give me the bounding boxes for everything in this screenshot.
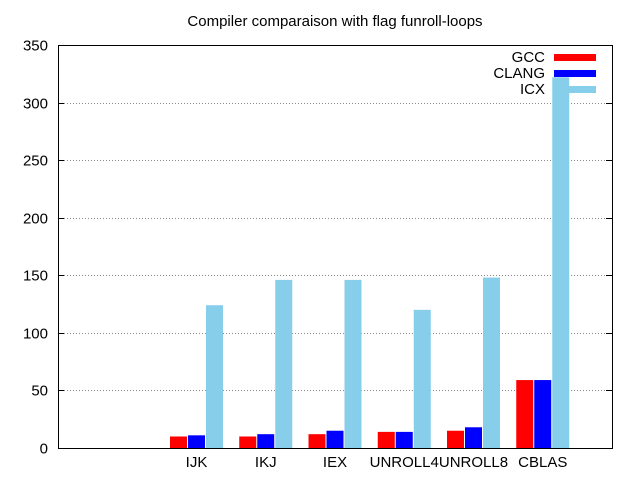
y-tick-label: 300 — [23, 96, 48, 113]
x-axis-ticks: IJK IKJ IEX UNROLL4 UNROLL8 CBLAS — [186, 454, 568, 471]
legend-swatch — [554, 54, 596, 61]
bar-clang-iex — [326, 430, 344, 448]
y-tick-label: 50 — [31, 383, 48, 400]
x-tick-label: IJK — [186, 454, 208, 471]
chart-title: Compiler comparaison with flag funroll-l… — [187, 13, 482, 30]
y-tick-label: 0 — [40, 441, 48, 458]
y-tick-label: 150 — [23, 268, 48, 285]
x-tick-label: UNROLL4 — [370, 454, 439, 471]
y-tick-label: 250 — [23, 153, 48, 170]
x-tick-label: CBLAS — [518, 454, 567, 471]
bar-clang-ikj — [257, 434, 275, 448]
x-tick-label: IEX — [323, 454, 347, 471]
bar-icx-iex — [344, 279, 362, 448]
plot-frame — [58, 45, 613, 449]
x-tick-label: IKJ — [255, 454, 277, 471]
bar-gcc-cblas — [516, 380, 534, 448]
legend-label: CLANG — [493, 65, 545, 82]
x-tick-label: UNROLL8 — [439, 454, 508, 471]
bar-gcc-ikj — [239, 436, 257, 448]
bar-icx-cblas — [552, 77, 570, 449]
legend-label: GCC — [512, 49, 546, 66]
y-tick-label: 200 — [23, 211, 48, 228]
legend-swatch — [554, 86, 596, 93]
bar-icx-ijk — [206, 305, 223, 448]
bar-icx-unroll4 — [413, 309, 431, 448]
y-tick-label: 350 — [23, 38, 48, 55]
bar-clang-unroll4 — [395, 431, 413, 448]
legend-label: ICX — [520, 81, 545, 98]
y-tick-label: 100 — [23, 326, 48, 343]
bar-clang-unroll8 — [465, 427, 482, 448]
bar-clang-ijk — [188, 435, 205, 448]
bar-gcc-ijk — [170, 436, 187, 448]
bar-gcc-iex — [308, 434, 326, 448]
bar-clang-cblas — [534, 380, 552, 448]
bar-gcc-unroll4 — [377, 431, 395, 448]
y-axis-ticks: 0 50 100 150 200 250 300 350 — [23, 38, 612, 458]
bar-gcc-unroll8 — [447, 430, 464, 448]
legend-swatch — [554, 70, 596, 77]
bars — [170, 77, 570, 449]
grid-lines — [58, 103, 612, 391]
bar-icx-ikj — [275, 279, 293, 448]
bar-icx-unroll8 — [483, 277, 500, 448]
